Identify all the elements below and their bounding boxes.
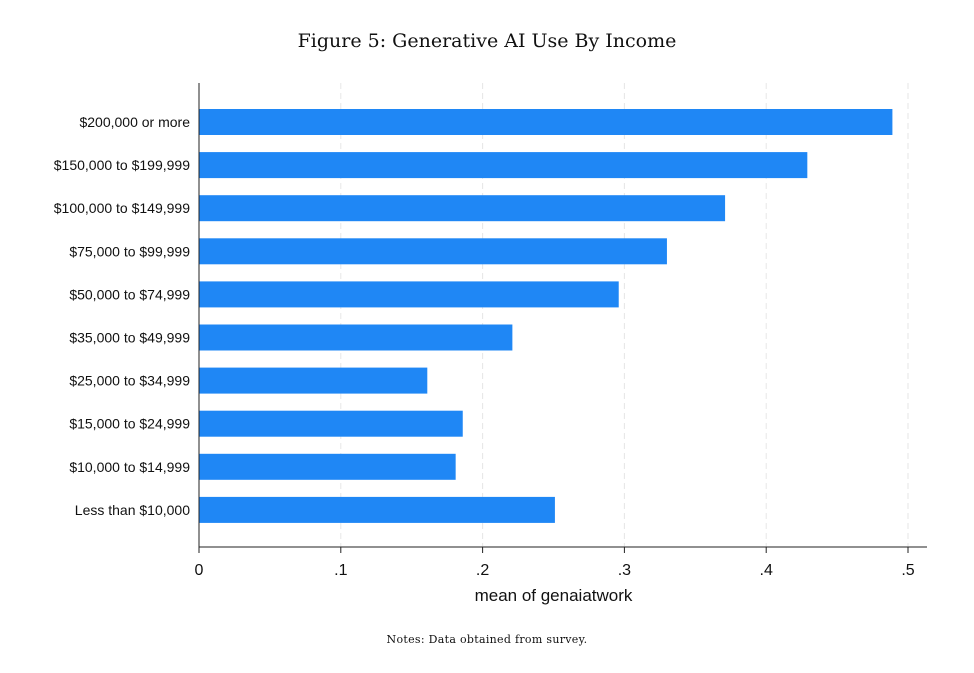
bar (199, 152, 808, 179)
x-tick-label: .5 (901, 562, 914, 579)
bar (199, 453, 456, 480)
grid-lines (340, 83, 909, 547)
figure-title: Figure 5: Generative AI Use By Income (297, 30, 677, 52)
category-label: $100,000 to $149,999 (54, 200, 190, 216)
category-label: $25,000 to $34,999 (69, 373, 190, 389)
category-label: $75,000 to $99,999 (69, 243, 190, 259)
x-tick-label: .1 (334, 562, 347, 579)
category-label: $50,000 to $74,999 (69, 286, 190, 302)
x-ticks: 0 .1 .2 .3 .4 .5 (195, 547, 915, 579)
bar (199, 195, 726, 222)
x-tick-label: .4 (760, 562, 773, 579)
x-axis-title: mean of genaiatwork (475, 586, 633, 605)
bar (199, 109, 893, 135)
bar (199, 324, 513, 351)
x-tick-label: .2 (476, 562, 489, 579)
category-label: $10,000 to $14,999 (69, 459, 190, 475)
category-label: $15,000 to $24,999 (69, 416, 190, 432)
bar (199, 410, 463, 437)
bar (199, 496, 555, 523)
bar (199, 281, 619, 308)
bars (199, 109, 893, 523)
x-tick-label: 0 (195, 562, 204, 579)
bar (199, 238, 667, 265)
category-label: $35,000 to $49,999 (69, 330, 190, 346)
axes (198, 83, 927, 548)
category-label: $150,000 to $199,999 (54, 157, 190, 173)
figure-notes: Notes: Data obtained from survey. (386, 633, 588, 646)
category-labels: $200,000 or more $150,000 to $199,999 $100… (54, 114, 190, 518)
bar (199, 367, 428, 394)
category-label: $200,000 or more (79, 114, 190, 130)
category-label: Less than $10,000 (75, 502, 190, 518)
x-tick-label: .3 (618, 562, 631, 579)
